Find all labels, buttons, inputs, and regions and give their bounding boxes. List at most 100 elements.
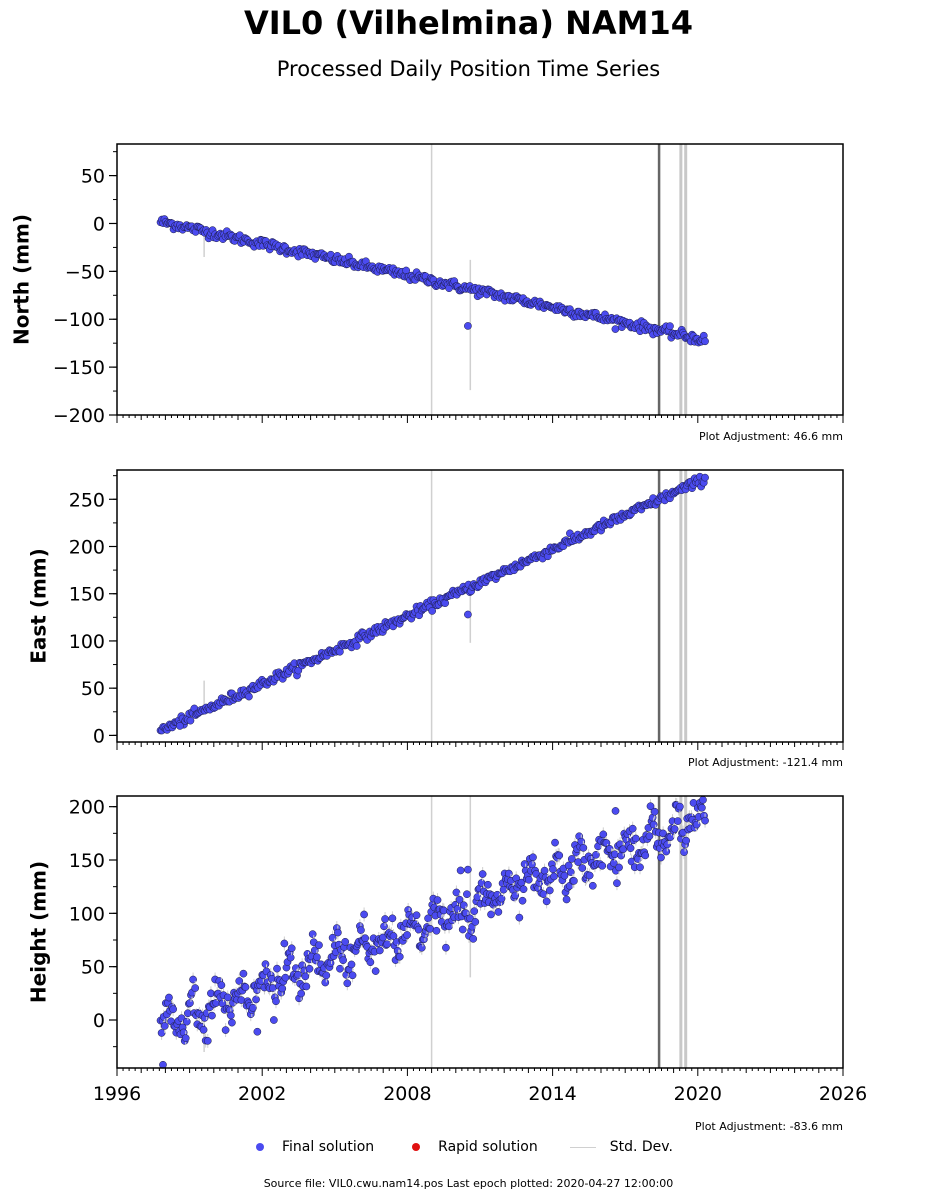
x-tick-label: 2014 <box>528 1083 576 1105</box>
final-marker-icon <box>256 1143 264 1151</box>
data-point <box>470 907 479 916</box>
data-point <box>441 599 450 607</box>
data-point <box>160 1022 169 1030</box>
legend-std: Std. Dev. <box>569 1139 673 1155</box>
y-tick-label: 150 <box>69 584 105 606</box>
y-tick-label: 250 <box>69 489 105 511</box>
data-point <box>235 977 244 985</box>
data-point <box>515 913 524 922</box>
data-point <box>439 906 448 915</box>
plot-adjustment-label: Plot Adjustment: -121.4 mm <box>688 756 843 769</box>
data-point <box>228 1018 236 1027</box>
data-point <box>336 964 344 973</box>
data-point <box>542 897 551 906</box>
data-point <box>169 1005 177 1014</box>
data-point <box>682 836 691 845</box>
data-point <box>676 802 684 811</box>
data-point <box>564 861 573 870</box>
data-point <box>579 844 588 852</box>
data-point <box>366 958 375 967</box>
data-point <box>598 861 607 870</box>
data-point <box>529 853 537 862</box>
data-point <box>452 888 461 897</box>
data-point <box>657 853 665 862</box>
data-point <box>567 855 576 863</box>
y-axis-label: Height (mm) <box>27 861 51 1003</box>
data-point <box>343 979 352 988</box>
y-tick-label: −50 <box>65 261 105 283</box>
data-point <box>272 997 280 1006</box>
data-point <box>352 642 361 650</box>
y-tick-label: −150 <box>53 357 105 379</box>
data-point <box>203 1037 212 1045</box>
data-point <box>383 940 392 948</box>
y-tick-label: 150 <box>69 850 105 872</box>
data-point <box>199 1025 208 1034</box>
outlier-point <box>253 1027 262 1036</box>
outlier-point <box>464 322 472 330</box>
outlier-point <box>611 807 620 815</box>
data-point <box>294 666 303 675</box>
data-point <box>524 875 533 884</box>
data-point <box>301 972 310 981</box>
data-point <box>181 1034 190 1042</box>
data-point <box>442 943 450 952</box>
plot-adjustment-label: Plot Adjustment: 46.6 mm <box>699 430 843 443</box>
data-point <box>666 322 674 330</box>
data-point <box>701 337 709 346</box>
data-point <box>610 850 619 859</box>
final-solution-points <box>156 215 709 347</box>
data-point <box>615 863 623 872</box>
data-point <box>157 1029 166 1037</box>
outlier-point <box>464 865 472 874</box>
data-point <box>217 981 226 990</box>
legend-rapid-label: Rapid solution <box>438 1139 538 1155</box>
data-point <box>375 946 384 955</box>
data-point <box>599 830 608 839</box>
data-point <box>347 960 356 969</box>
data-point <box>641 851 650 860</box>
data-point <box>165 993 173 1002</box>
plot-adjustment-label: Plot Adjustment: -83.6 mm <box>695 1120 843 1133</box>
data-point <box>636 863 644 872</box>
data-point <box>252 995 260 1004</box>
data-point <box>650 807 659 816</box>
data-point <box>357 926 365 935</box>
data-point <box>659 829 667 838</box>
x-tick-label: 2002 <box>238 1083 286 1105</box>
data-point <box>191 984 200 992</box>
data-point <box>227 1011 235 1020</box>
data-point <box>321 978 330 987</box>
x-tick-label: 2008 <box>383 1083 431 1105</box>
data-point <box>570 877 578 885</box>
data-point <box>182 1017 191 1026</box>
y-tick-label: 100 <box>69 903 105 925</box>
x-tick-label: 2026 <box>819 1083 867 1105</box>
data-point <box>381 915 389 923</box>
data-point <box>458 925 467 934</box>
y-tick-label: 50 <box>81 678 105 700</box>
y-tick-label: 0 <box>93 1010 105 1032</box>
data-point <box>348 971 357 980</box>
data-point <box>673 817 682 825</box>
data-point <box>456 866 465 875</box>
data-point <box>280 939 289 948</box>
data-point <box>395 952 404 961</box>
data-point <box>286 953 295 962</box>
data-point <box>186 999 194 1007</box>
legend-final-label: Final solution <box>282 1139 375 1155</box>
data-point <box>611 325 620 333</box>
data-point <box>609 859 618 867</box>
data-point <box>484 880 492 889</box>
data-point <box>412 911 421 920</box>
page-title: VIL0 (Vilhelmina) NAM14 <box>243 4 694 42</box>
data-point <box>519 885 528 894</box>
legend-rapid: Rapid solution <box>406 1139 538 1155</box>
plot-frame <box>116 143 844 416</box>
y-axis-label: North (mm) <box>10 214 34 345</box>
data-point <box>701 816 709 825</box>
data-point <box>619 845 628 854</box>
data-point <box>239 969 248 978</box>
final-solution-points <box>156 796 709 1069</box>
data-point <box>680 848 688 856</box>
